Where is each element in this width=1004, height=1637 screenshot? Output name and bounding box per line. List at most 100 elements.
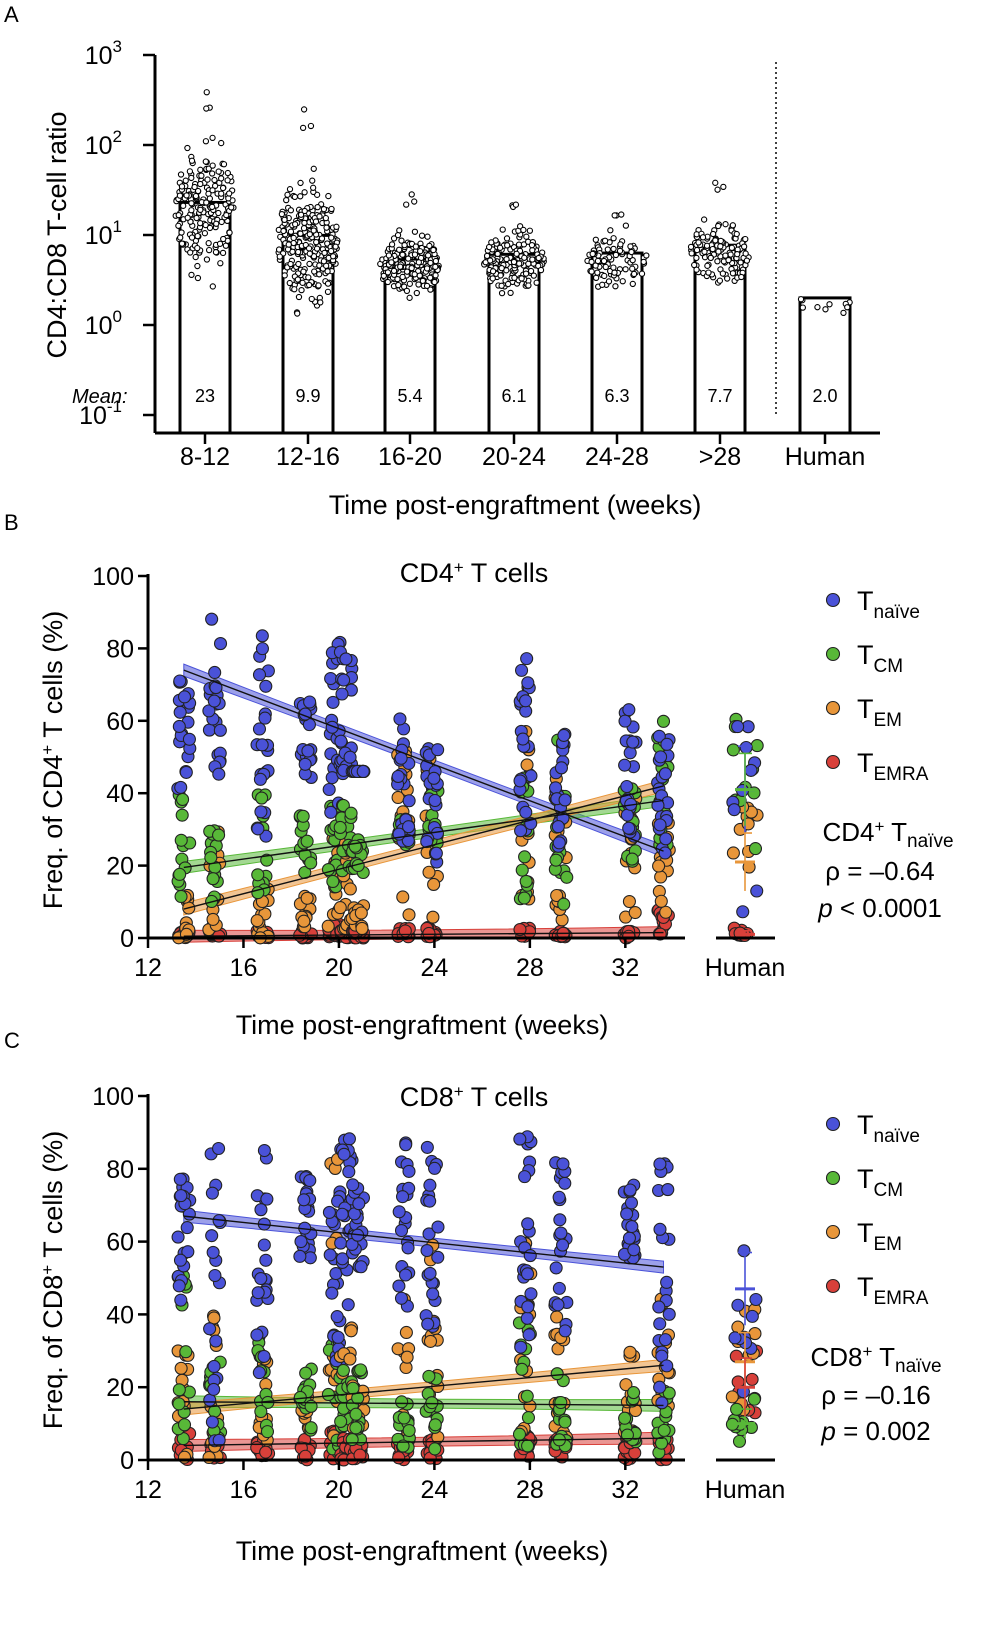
scatter-point-em (250, 914, 264, 928)
panel-a-data-point (287, 260, 294, 268)
panel-a-data-point (416, 272, 423, 279)
panel-a-data-point (205, 240, 212, 247)
panel-a-data-point (311, 268, 318, 275)
panel-a-data-point (218, 190, 225, 197)
scatter-point-naive (420, 835, 434, 849)
scatter-point-naive (252, 668, 267, 682)
panel-b-stats: CD4+ Tnaïve ρ = –0.64 p < 0.0001 (817, 817, 953, 923)
panel-b-ylabel-pre: Freq. of CD4 (38, 755, 68, 910)
scatter-point-naive (653, 1157, 667, 1171)
panel-a-data-point (188, 271, 195, 279)
panel-a-data-point (432, 272, 439, 279)
scatter-point-naive (626, 735, 640, 749)
panel-a-data-point (299, 124, 307, 132)
panel-a-data-point (715, 222, 722, 230)
panel-a-data-point (197, 180, 204, 188)
panel-b-p-italic: p (817, 893, 832, 923)
scatter-point-naive (341, 1298, 355, 1312)
panel-a-data-point (188, 234, 196, 241)
human-point-naive (731, 1298, 745, 1312)
legend-label-cm: TCM (857, 640, 903, 677)
panel-a-data-point (287, 228, 295, 235)
scatter-point-em (202, 1450, 216, 1465)
panel-a-data-point (209, 134, 216, 141)
panel-a-data-point (215, 168, 222, 175)
scatter-point-naive (324, 805, 338, 819)
scatter-point-em (654, 894, 668, 908)
scatter-point-naive (254, 805, 268, 819)
panel-a-data-point (286, 186, 294, 193)
scatter-point-cm (422, 1369, 436, 1383)
scatter-point-naive (402, 1164, 416, 1178)
x-tick-label: 16 (230, 954, 258, 982)
panel-a-data-point (533, 279, 540, 286)
panel-c-stats: CD8+ Tnaïve ρ = –0.16 p = 0.002 (810, 1342, 941, 1446)
scatter-point-naive (253, 772, 267, 786)
scatter-point-naive (401, 820, 416, 834)
panel-a-dot-group (275, 106, 341, 317)
scatter-point-naive (322, 1205, 336, 1219)
panel-a-data-point (395, 281, 402, 289)
panel-b-title-post: T cells (464, 558, 549, 588)
scatter-point-naive (654, 750, 668, 764)
scatter-point-cm (554, 1395, 568, 1410)
panel-a-data-point (193, 214, 200, 222)
panel-a-data-point (295, 260, 302, 268)
panel-c: C CD8+ T cells Freq. of CD8+ T cells (%)… (4, 1028, 942, 1566)
panel-a-data-point (390, 235, 398, 242)
scatter-point-cm (251, 868, 265, 882)
human-point-cm (726, 743, 740, 757)
panel-a-data-point (716, 277, 724, 284)
scatter-point-cm (512, 1427, 527, 1441)
panel-a-data-point (226, 229, 233, 236)
x-tick-label: 16 (230, 1476, 258, 1504)
scatter-point-naive (401, 833, 415, 848)
scatter-point-cm (345, 1433, 359, 1447)
panel-a-data-point (289, 248, 296, 255)
scatter-point-naive (520, 1311, 534, 1325)
panel-a-data-point (719, 270, 727, 277)
scatter-point-cm (260, 1425, 274, 1439)
legend-label-base: T (857, 640, 874, 670)
scatter-point-naive (337, 1147, 351, 1161)
panel-a-data-point (423, 265, 431, 272)
panel-a-data-point (516, 260, 523, 267)
scatter-point-naive (514, 1340, 528, 1354)
scatter-point-cm (354, 1363, 368, 1377)
panel-a-dot-group (481, 201, 547, 297)
panel-a-data-point (610, 235, 617, 242)
panel-a-data-point (298, 286, 305, 294)
panel-a-x-tick-label: 24-28 (585, 443, 649, 471)
panel-a-data-point (503, 235, 511, 242)
scatter-point-naive (257, 1349, 271, 1363)
scatter-point-naive (549, 1261, 563, 1275)
scatter-point-naive (521, 1217, 535, 1231)
scatter-point-naive (202, 704, 216, 718)
scatter-point-cm (204, 851, 218, 865)
panel-b-plot: 0 20 40 60 80 100 12 16 20 24 28 32 Human (92, 563, 785, 982)
panel-c-p-value: p = 0.002 (820, 1416, 930, 1446)
panel-a-data-point (294, 310, 301, 317)
panel-a-data-point (430, 246, 437, 254)
human-point-naive (739, 740, 753, 755)
human-point-naive (737, 1244, 751, 1258)
scatter-point-naive (658, 1333, 672, 1347)
panel-a-data-point (294, 276, 302, 283)
scatter-point-naive (356, 764, 370, 779)
scatter-point-naive (179, 765, 193, 779)
panel-c-letter: C (4, 1028, 20, 1053)
scatter-point-naive (324, 671, 338, 686)
scatter-point-naive (209, 1334, 223, 1348)
panel-a-data-point (295, 293, 303, 301)
scatter-point-naive (393, 712, 407, 726)
panel-a-data-point (427, 286, 434, 293)
panel-a-data-point (629, 280, 636, 288)
panel-a-data-point (218, 139, 225, 147)
scatter-point-naive (623, 1183, 637, 1197)
panel-a-data-point (498, 264, 505, 272)
scatter-point-naive (329, 1266, 343, 1281)
panel-c-y-axis-title: Freq. of CD8+ T cells (%) (38, 1131, 68, 1430)
scatter-point-cm (254, 1404, 268, 1419)
panel-a-data-point (408, 191, 415, 198)
panel-a-data-point (588, 268, 595, 275)
